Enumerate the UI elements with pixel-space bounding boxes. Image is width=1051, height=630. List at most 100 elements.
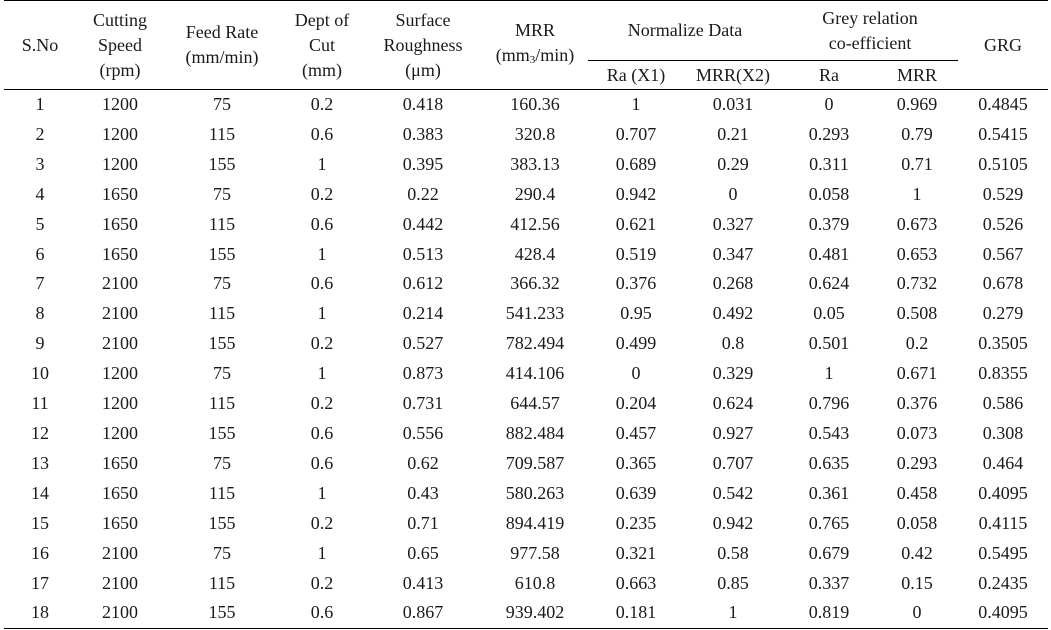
cell-grey-coeff-ra: 1 xyxy=(824,363,834,384)
cell-mrr: 160.36 xyxy=(510,94,560,114)
header-mrr: MRR (mm3/min) xyxy=(482,0,588,90)
cell-mrr: 709.587 xyxy=(505,452,565,473)
cell-depth-of-cut: 0.6 xyxy=(310,273,334,294)
cell-grey-coeff-mrr: 0.671 xyxy=(896,363,938,384)
cell-depth-of-cut: 0.6 xyxy=(310,213,334,234)
cell-depth-of-cut: 0.6 xyxy=(310,452,334,473)
cell-grey-coeff-mrr: 0 xyxy=(876,598,959,630)
header-feed-rate-line2: (mm/min) xyxy=(185,47,259,67)
header-depth-line1: Dept of xyxy=(294,9,350,30)
cell-surface-roughness: 0.513 xyxy=(402,243,444,264)
cell-depth-of-cut: 0.2 xyxy=(310,572,334,593)
cell-normalized-mrr: 0.329 xyxy=(712,363,754,384)
cell-grg: 0.529 xyxy=(982,183,1024,204)
cell-grey-coeff-mrr: 1 xyxy=(912,183,922,204)
cell-mrr: 894.419 xyxy=(505,512,565,533)
cell-grey-coeff-mrr: 0.71 xyxy=(901,153,933,174)
header-surface-roughness: Surface Roughness (μm) xyxy=(364,0,482,90)
cell-grey-coeff-mrr: 0.79 xyxy=(901,123,933,144)
cell-depth-of-cut: 1 xyxy=(317,153,327,174)
header-normalize-ra: Ra (X1) xyxy=(588,60,684,90)
cell-grg: 0.4115 xyxy=(978,512,1028,533)
cell-mrr: 882.484 xyxy=(505,422,565,443)
cell-normalized-mrr: 0.8 xyxy=(721,333,745,354)
cell-sno: 12 xyxy=(31,422,49,443)
cell-sno: 9 xyxy=(35,333,45,354)
table-header: S.No Cutting Speed (rpm) Feed Rate (mm/m… xyxy=(4,0,1049,90)
cell-grg: 0.2435 xyxy=(978,572,1028,593)
cell-cutting-speed: 1650 xyxy=(102,183,138,204)
cell-surface-roughness: 0.442 xyxy=(402,213,444,234)
cell-grey-coeff-mrr: 0.073 xyxy=(896,422,938,443)
cell-grey-coeff-mrr: 0.293 xyxy=(896,452,938,473)
cell-cutting-speed: 1200 xyxy=(102,153,138,174)
table-row: 4 1650 75 0.2 0.22 290.4 0.942 0 0.058 1 0.529 xyxy=(4,180,1048,210)
cell-sno: 15 xyxy=(31,512,49,533)
cell-normalized-ra: 0.519 xyxy=(615,243,657,264)
cell-grey-coeff-mrr: 0.376 xyxy=(896,393,938,414)
header-feed-rate-line1: Feed Rate xyxy=(185,22,259,42)
cell-normalized-mrr: 0.927 xyxy=(712,422,754,443)
cell-depth-of-cut: 0.2 xyxy=(310,512,334,533)
cell-mrr: 383.13 xyxy=(510,153,560,174)
cell-feed-rate: 115 xyxy=(208,393,236,414)
table-row: 3 1200 155 1 0.395 383.13 0.689 0.29 0.311 0.71 0.… xyxy=(4,150,1048,180)
table-row: 10 1200 75 1 0.873 414.106 0 0.329 1 0.671 0.8355 xyxy=(4,359,1048,389)
cell-grey-coeff-ra: 0.058 xyxy=(808,183,850,204)
cell-feed-rate: 115 xyxy=(208,572,236,593)
cell-grey-coeff-ra: 0.765 xyxy=(808,512,850,533)
header-grg: GRG xyxy=(958,0,1049,90)
header-depth-of-cut: Dept of Cut (mm) xyxy=(280,0,364,90)
cell-normalized-ra: 0.95 xyxy=(620,303,652,324)
header-cutting-speed-line2: Speed xyxy=(98,34,142,55)
cell-normalized-ra: 0.365 xyxy=(615,452,657,473)
cell-sno: 7 xyxy=(35,273,45,294)
cell-grey-coeff-ra: 0.679 xyxy=(808,542,850,563)
header-cutting-speed-line1: Cutting xyxy=(92,9,147,30)
table-row: 9 2100 155 0.2 0.527 782.494 0.499 0.8 0.501 0.2 0… xyxy=(4,329,1048,359)
table-row: 11 1200 115 0.2 0.731 644.57 0.204 0.624 0.796 0.… xyxy=(4,389,1048,419)
cell-feed-rate: 75 xyxy=(213,183,231,204)
cell-feed-rate: 155 xyxy=(208,512,236,533)
cell-sno: 3 xyxy=(35,153,45,174)
table-row: 15 1650 155 0.2 0.71 894.419 0.235 0.942 0.765 0.… xyxy=(4,509,1048,539)
cell-normalized-ra: 0.499 xyxy=(615,333,657,354)
cell-grey-coeff-mrr: 0.458 xyxy=(896,482,938,503)
cell-grey-coeff-ra: 0.624 xyxy=(808,273,850,294)
cell-normalized-ra: 0.181 xyxy=(588,598,684,630)
cell-normalized-ra: 0.639 xyxy=(615,482,657,503)
cell-grg: 0.4095 xyxy=(978,482,1028,503)
cell-normalized-mrr: 0.031 xyxy=(712,94,754,114)
header-roughness-line1: Surface xyxy=(395,9,451,30)
header-mrr-unit-b: /min) xyxy=(535,44,575,65)
cell-cutting-speed: 1650 xyxy=(102,482,138,503)
cell-sno: 2 xyxy=(35,123,45,144)
cell-grey-coeff-mrr: 0.15 xyxy=(901,572,933,593)
cell-normalized-mrr: 0.542 xyxy=(712,482,754,503)
cell-cutting-speed: 1650 xyxy=(102,512,138,533)
cell-grey-coeff-mrr: 0.058 xyxy=(896,512,938,533)
cell-mrr: 428.4 xyxy=(514,243,556,264)
table-row: 1 1200 75 0.2 0.418 160.36 1 0.031 0 0.969 0.4845 xyxy=(4,90,1048,120)
cell-grey-coeff-ra: 0.481 xyxy=(808,243,850,264)
cell-normalized-mrr: 0.29 xyxy=(717,153,749,174)
cell-grey-coeff-mrr: 0.2 xyxy=(905,333,929,354)
header-grey-group: Grey relation co-efficient xyxy=(782,0,959,61)
cell-surface-roughness: 0.612 xyxy=(402,273,444,294)
header-normalize-group: Normalize Data xyxy=(588,0,783,61)
cell-grg: 0.586 xyxy=(982,393,1024,414)
cell-normalized-mrr: 0.492 xyxy=(712,303,754,324)
cell-feed-rate: 155 xyxy=(164,598,280,630)
cell-cutting-speed: 2100 xyxy=(102,542,138,563)
cell-normalized-mrr: 0.268 xyxy=(712,273,754,294)
cell-surface-roughness: 0.65 xyxy=(407,542,439,563)
cell-depth-of-cut: 1 xyxy=(317,482,327,503)
cell-depth-of-cut: 0.6 xyxy=(280,598,364,630)
cell-mrr: 541.233 xyxy=(505,303,565,324)
cell-normalized-ra: 0.376 xyxy=(615,273,657,294)
cell-depth-of-cut: 0.6 xyxy=(310,422,334,443)
cell-grg: 0.8355 xyxy=(978,363,1028,384)
cell-normalized-mrr: 0.624 xyxy=(712,393,754,414)
table-body: 1 1200 75 0.2 0.418 160.36 1 0.031 0 0.969 0.4845 2… xyxy=(4,90,1049,630)
cell-normalized-mrr: 0.942 xyxy=(712,512,754,533)
